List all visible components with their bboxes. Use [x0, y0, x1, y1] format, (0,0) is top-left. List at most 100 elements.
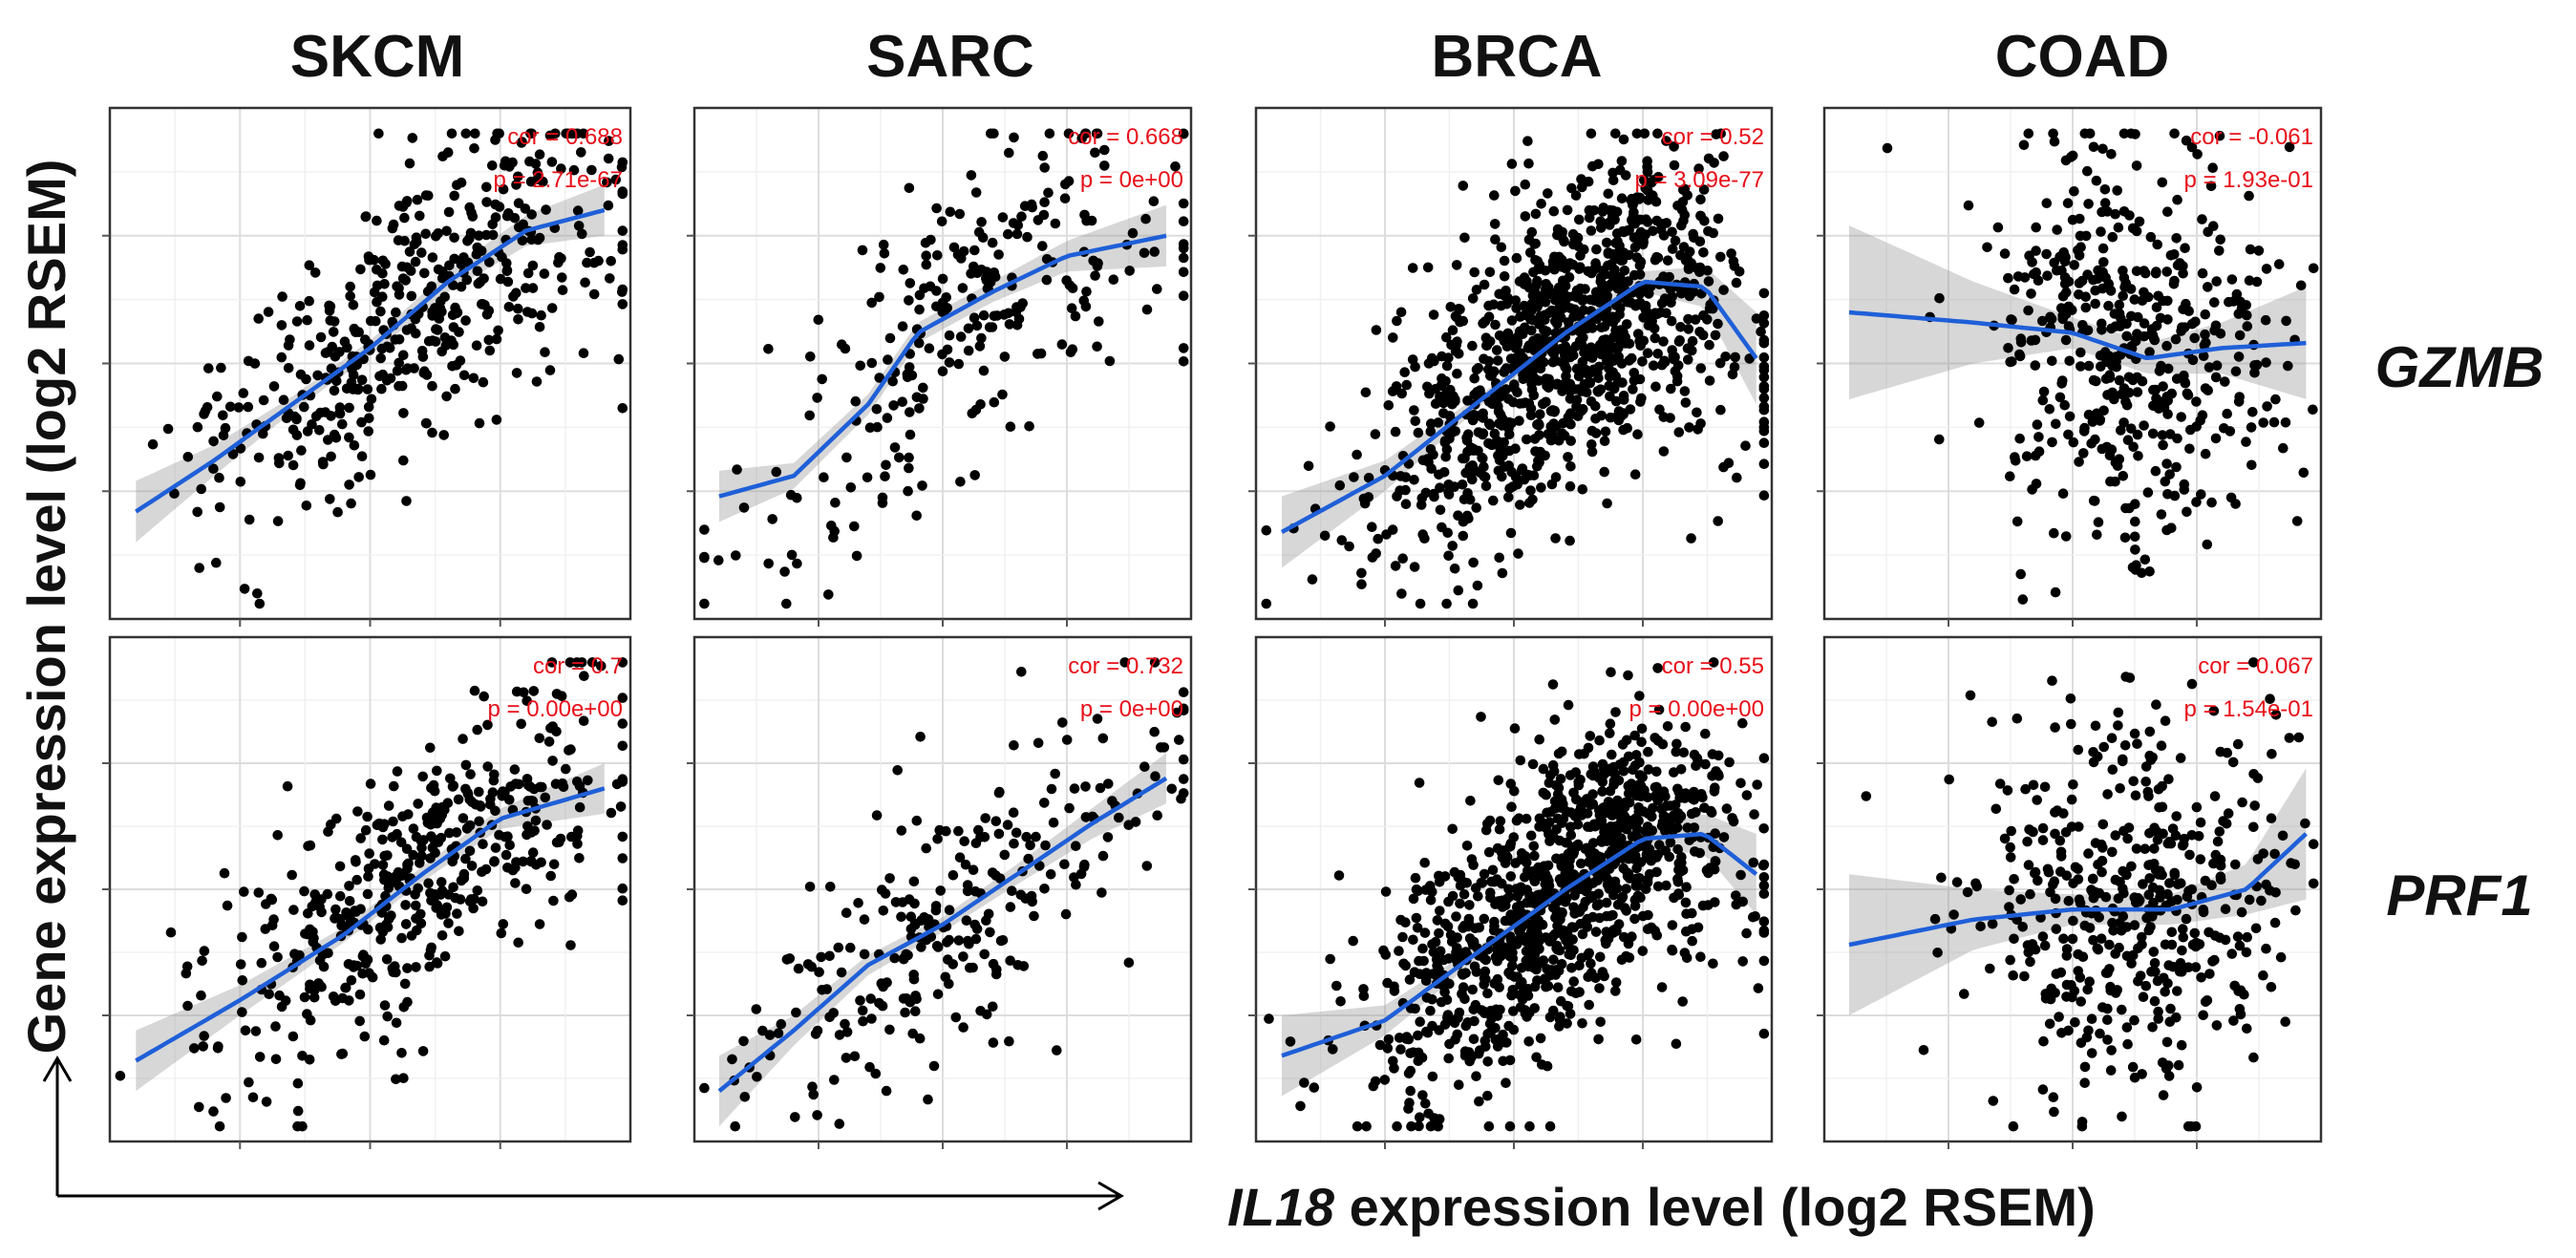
data-point [1613, 775, 1625, 786]
data-point [813, 314, 824, 326]
data-point [466, 861, 478, 871]
data-point [699, 1082, 710, 1094]
data-point [1453, 510, 1463, 521]
data-point [1650, 381, 1661, 393]
data-point [546, 157, 558, 167]
data-point [1178, 267, 1189, 278]
data-point [2060, 827, 2072, 838]
data-point [1992, 222, 2004, 233]
data-point [935, 885, 946, 896]
data-point [993, 249, 1004, 260]
data-point [1358, 984, 1369, 994]
data-point [1708, 958, 1718, 970]
data-point [816, 951, 826, 963]
data-point [396, 870, 408, 882]
data-point [2074, 457, 2084, 467]
data-point [416, 346, 428, 356]
data-point [214, 1120, 225, 1132]
data-point [1060, 179, 1071, 190]
data-point [525, 176, 537, 187]
data-point [1417, 943, 1428, 954]
data-point [436, 877, 447, 887]
data-point [2170, 333, 2182, 345]
data-point [448, 882, 458, 893]
data-point [1493, 465, 1504, 477]
data-point [1599, 436, 1610, 447]
data-point [2179, 484, 2190, 495]
data-point [1419, 533, 1430, 544]
data-point [1607, 367, 1619, 378]
data-point [1687, 793, 1698, 804]
data-point [1425, 444, 1437, 455]
data-point [606, 256, 616, 267]
data-point [1174, 735, 1184, 745]
data-point [2047, 675, 2057, 686]
data-point [2106, 733, 2118, 743]
data-point [1443, 489, 1455, 500]
data-point [2079, 128, 2091, 139]
data-point [2003, 272, 2013, 284]
data-point [227, 449, 239, 459]
data-point [617, 657, 628, 668]
data-point [536, 309, 546, 321]
correlation-label: cor = 0.688 [507, 124, 623, 150]
data-point [522, 307, 533, 317]
data-point [1039, 798, 1050, 808]
data-point [1507, 948, 1518, 958]
data-point [1551, 908, 1563, 920]
data-point [263, 307, 274, 317]
data-point [897, 396, 907, 408]
data-point [2083, 848, 2094, 859]
data-point [916, 942, 926, 952]
data-point [447, 781, 458, 792]
data-point [1558, 417, 1568, 429]
data-point [1603, 260, 1613, 271]
data-point [500, 156, 511, 167]
data-point [277, 291, 287, 302]
data-point [544, 365, 556, 375]
data-point [1695, 363, 1707, 373]
data-point [2230, 366, 2242, 377]
data-point [1443, 953, 1455, 964]
data-point [1568, 869, 1579, 880]
data-point [1632, 429, 1643, 440]
data-point [1443, 1053, 1454, 1064]
data-point [2246, 422, 2257, 433]
data-point [309, 991, 320, 1003]
data-point [1022, 231, 1033, 243]
data-point [1554, 874, 1565, 885]
data-point [415, 858, 425, 868]
data-point [841, 907, 852, 918]
data-point [2149, 958, 2161, 969]
data-point [2154, 885, 2165, 896]
data-point [363, 924, 373, 935]
data-point [2233, 309, 2245, 319]
data-point [1468, 557, 1479, 568]
data-point [432, 325, 443, 335]
data-point [1070, 310, 1081, 322]
data-point [1425, 426, 1437, 437]
data-point [394, 334, 405, 345]
data-point [288, 905, 299, 915]
data-point [1637, 356, 1648, 367]
data-point [478, 839, 488, 849]
data-point [2148, 947, 2160, 957]
data-point [1382, 977, 1393, 989]
data-point [1473, 445, 1483, 457]
data-point [471, 340, 482, 352]
data-point [1644, 843, 1655, 855]
data-point [181, 961, 193, 972]
data-point [237, 931, 247, 943]
data-point [2028, 826, 2038, 838]
data-point [377, 860, 389, 870]
data-point [456, 259, 467, 270]
data-point [1678, 215, 1689, 226]
data-point [2014, 433, 2025, 444]
data-point [239, 886, 249, 897]
data-point [2250, 923, 2262, 934]
data-point [390, 961, 400, 971]
data-point [1370, 429, 1381, 439]
data-point [617, 883, 628, 894]
data-point [2049, 1106, 2059, 1118]
data-point [401, 496, 412, 506]
